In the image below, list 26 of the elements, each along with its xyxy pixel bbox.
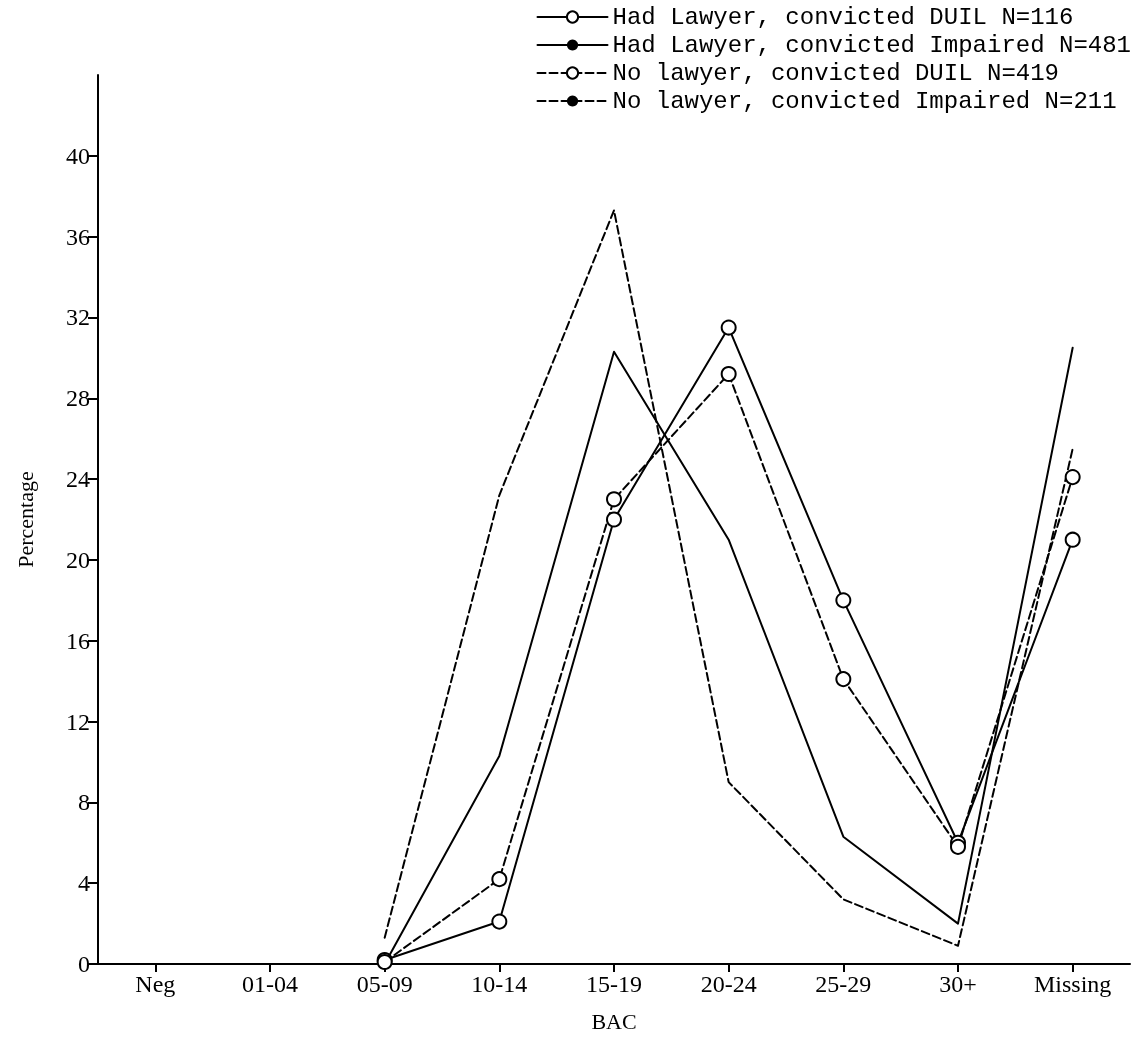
x-tick-label: 20-24: [700, 971, 757, 997]
legend-label: No lawyer, convicted DUIL N=419: [612, 59, 1059, 87]
y-tick-label: 32: [66, 304, 90, 331]
x-tick-label: 05-09: [356, 971, 413, 997]
y-tick-label: 0: [78, 951, 90, 977]
x-tick-label: 15-19: [586, 971, 642, 997]
x-tick-label: 10-14: [471, 971, 528, 997]
y-tick-label: 16: [66, 627, 90, 654]
y-tick-label: 28: [66, 385, 90, 412]
x-tick-label: 01-04: [242, 971, 298, 997]
x-tick-label: 25-29: [815, 971, 872, 997]
y-tick-label: 4: [78, 870, 90, 897]
y-tick-label: 12: [66, 708, 90, 735]
x-axis-title: BAC: [591, 1008, 637, 1034]
y-tick-label: 8: [78, 789, 90, 816]
legend-label: Had Lawyer, convicted Impaired N=481: [612, 31, 1131, 59]
y-tick-label: 20: [66, 546, 90, 573]
y-axis-title: Percentage: [12, 471, 38, 568]
x-tick-label: Neg: [135, 971, 176, 997]
x-tick-label: 30+: [939, 971, 977, 997]
legend-label: No lawyer, convicted Impaired N=211: [612, 87, 1117, 115]
y-tick-label: 36: [66, 223, 90, 250]
x-tick-label: Missing: [1033, 971, 1112, 997]
y-tick-label: 40: [66, 142, 90, 169]
legend-label: Had Lawyer, convicted DUIL N=116: [612, 3, 1074, 31]
y-tick-label: 24: [66, 466, 90, 493]
